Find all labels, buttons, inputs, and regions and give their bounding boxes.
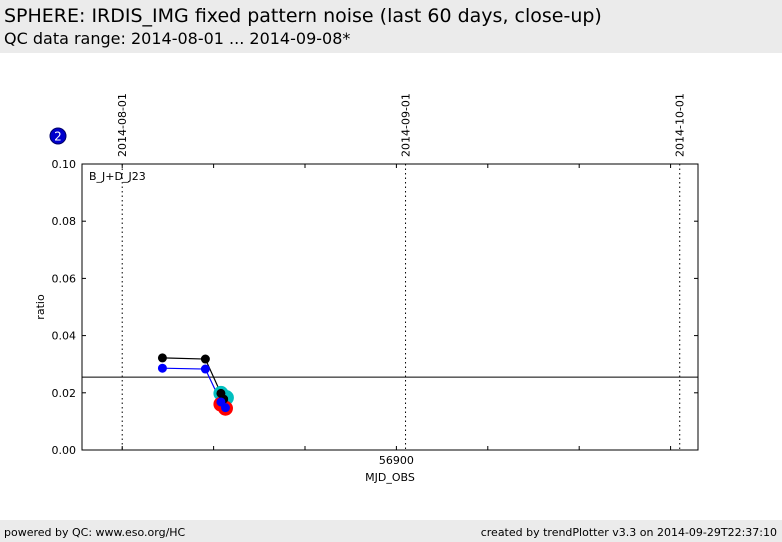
date-marker-label: 2014-08-01 (116, 93, 129, 157)
trend-chart: 2014-08-01 2014-09-01 2014-10-01 0.000.020… (34, 93, 699, 484)
y-tick-label: 0.04 (52, 330, 77, 343)
panel-label: B_J+D_J23 (89, 170, 146, 183)
page-subtitle: QC data range: 2014-08-01 ... 2014-09-08… (4, 29, 351, 48)
data-point (200, 354, 210, 364)
date-marker-label: 2014-09-01 (400, 93, 413, 157)
y-tick-label: 0.08 (52, 215, 77, 228)
header-bar: SPHERE: IRDIS_IMG fixed pattern noise (l… (0, 0, 782, 53)
data-point-overlay (216, 397, 226, 407)
panel-badge-icon (49, 127, 67, 145)
date-marker-label: 2014-10-01 (674, 93, 687, 157)
page-title: SPHERE: IRDIS_IMG fixed pattern noise (l… (4, 5, 602, 27)
panel-badge-number: 2 (54, 130, 62, 144)
data-point-overlay (220, 403, 230, 413)
date-markers: 2014-08-01 2014-09-01 2014-10-01 (116, 93, 687, 450)
y-tick-label: 0.00 (52, 444, 77, 457)
y-tick-label: 0.10 (52, 158, 77, 171)
footer-powered-by: powered by QC: www.eso.org/HC (4, 526, 186, 539)
y-tick-label: 0.06 (52, 272, 77, 285)
data-point (157, 353, 167, 363)
chart-labels: MJD_OBS ratio B_J+D_J23 2 (34, 127, 415, 484)
y-axis: 0.00 0.02 0.04 0.06 0.08 0.10 (52, 158, 698, 457)
y-axis-label: ratio (34, 294, 47, 320)
y-tick-label: 0.02 (52, 387, 77, 400)
x-axis: 56900 (121, 164, 672, 467)
footer-created-by: created by trendPlotter v3.3 on 2014-09-… (480, 526, 777, 539)
data-series (157, 353, 234, 416)
plot-area (81, 163, 699, 451)
x-tick-label: 56900 (379, 454, 414, 467)
data-point (200, 364, 210, 374)
footer-bar: powered by QC: www.eso.org/HC created by… (0, 520, 782, 542)
plot-frame (81, 163, 699, 451)
x-axis-label: MJD_OBS (365, 471, 415, 484)
data-point (157, 363, 167, 373)
